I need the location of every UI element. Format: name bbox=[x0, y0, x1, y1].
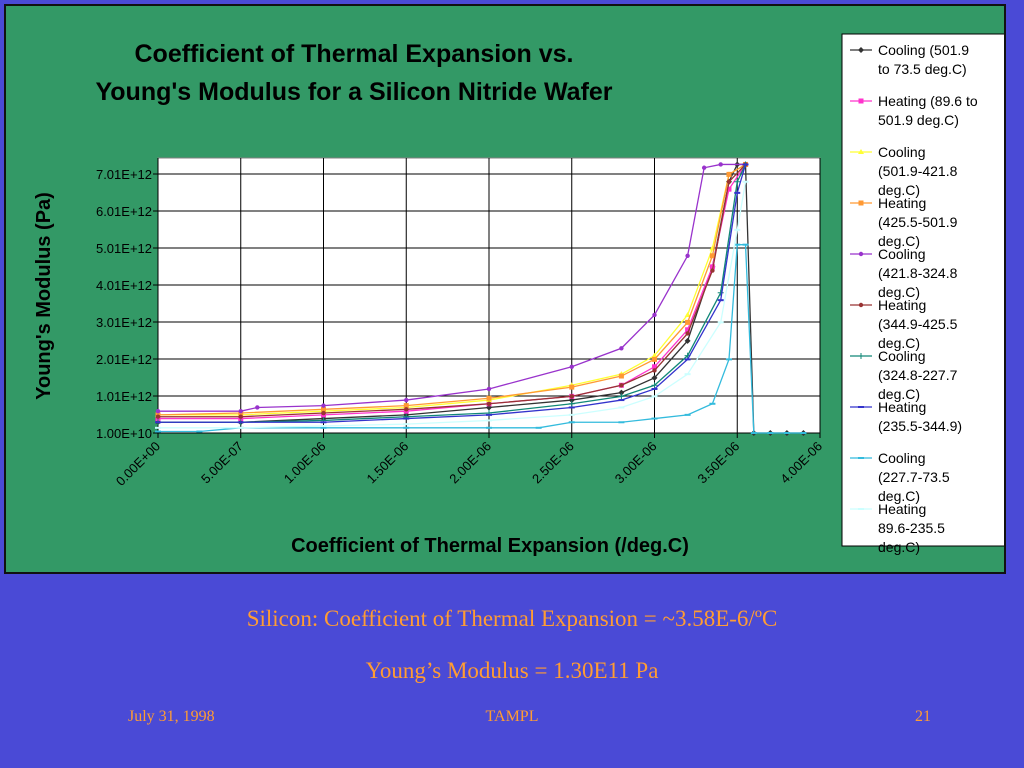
point-marker bbox=[652, 312, 657, 318]
point-marker bbox=[321, 410, 326, 416]
point-marker bbox=[858, 251, 864, 257]
point-marker bbox=[569, 364, 574, 369]
point-marker bbox=[726, 179, 732, 184]
youngs-modulus-statement: Young’s Modulus = 1.30E11 Pa bbox=[365, 658, 659, 683]
point-marker bbox=[726, 171, 732, 177]
legend-entry: Cooling (324.8-227.7 deg.C) bbox=[878, 348, 958, 402]
legend-entry: Heating (425.5-501.9 deg.C) bbox=[878, 195, 958, 249]
legend-box bbox=[841, 33, 1004, 547]
footer-page-number: 21 bbox=[915, 708, 931, 725]
x-tick-label: 1.00E-06 bbox=[281, 439, 329, 487]
point-marker bbox=[321, 403, 326, 408]
point-marker bbox=[858, 200, 864, 206]
point-marker bbox=[652, 364, 657, 370]
point-marker bbox=[486, 395, 492, 401]
legend-entry: Heating (344.9-425.5 deg.C) bbox=[878, 297, 958, 351]
point-marker bbox=[709, 253, 715, 259]
legend-entry: Heating 89.6-235.5 deg.C) bbox=[878, 501, 945, 555]
point-marker bbox=[155, 408, 161, 414]
x-axis-label: Coefficient of Thermal Expansion (/deg.C… bbox=[291, 535, 689, 557]
x-tick-label: 3.50E-06 bbox=[694, 439, 742, 487]
point-marker bbox=[238, 414, 243, 419]
legend-entry: Heating (235.5-344.9) bbox=[878, 399, 962, 434]
point-marker bbox=[858, 98, 864, 104]
legend-entry: Cooling (227.7-73.5 deg.C) bbox=[878, 450, 950, 504]
y-tick-label: 3.01E+12 bbox=[96, 315, 152, 330]
point-marker bbox=[709, 264, 715, 270]
chart-title-line: Young's Modulus for a Silicon Nitride Wa… bbox=[95, 78, 612, 106]
x-tick-label: 2.00E-06 bbox=[446, 439, 494, 487]
point-marker bbox=[858, 302, 864, 308]
point-marker bbox=[685, 319, 691, 325]
point-marker bbox=[684, 337, 691, 344]
point-marker bbox=[651, 374, 658, 381]
legend-entry: Heating (89.6 to 501.9 deg.C) bbox=[878, 93, 978, 128]
point-marker bbox=[404, 407, 409, 412]
point-marker bbox=[403, 403, 409, 409]
footer-center-label: TAMPL bbox=[485, 708, 539, 725]
point-marker bbox=[685, 331, 690, 336]
point-marker bbox=[255, 405, 260, 410]
point-marker bbox=[701, 165, 707, 170]
chart-svg: 1.00E+10 1.01E+12 2.01E+12 3.01E+12 4.01E+12… bbox=[33, 33, 1004, 557]
series-line-3 bbox=[158, 163, 746, 416]
point-marker bbox=[569, 394, 574, 399]
y-tick-label: 2.01E+12 bbox=[96, 352, 152, 367]
point-marker bbox=[718, 162, 723, 167]
point-marker bbox=[858, 47, 864, 53]
y-tick-label: 1.00E+10 bbox=[96, 426, 152, 441]
y-tick-label: 7.01E+12 bbox=[96, 167, 152, 182]
chart-frame: 1.00E+10 1.01E+12 2.01E+12 3.01E+12 4.01E+12… bbox=[4, 4, 1006, 574]
x-tick-label: 3.00E-06 bbox=[612, 439, 660, 487]
point-marker bbox=[685, 253, 690, 258]
point-marker bbox=[321, 406, 326, 412]
chart-title-line: Coefficient of Thermal Expansion vs. bbox=[135, 40, 574, 68]
legend-entry: Cooling (501.9 to 73.5 deg.C) bbox=[878, 42, 969, 77]
point-marker bbox=[726, 186, 732, 192]
point-marker bbox=[569, 384, 575, 390]
x-tick-label: 2.50E-06 bbox=[529, 439, 577, 487]
point-marker bbox=[155, 414, 161, 419]
y-tick-label: 4.01E+12 bbox=[96, 278, 152, 293]
point-marker bbox=[486, 401, 492, 406]
series-line-4 bbox=[157, 163, 746, 416]
point-marker bbox=[238, 408, 243, 414]
point-marker bbox=[858, 149, 864, 154]
y-tick-label: 1.01E+12 bbox=[96, 389, 152, 404]
series-line-8 bbox=[158, 164, 747, 423]
footer-date: July 31, 1998 bbox=[128, 708, 215, 725]
point-marker bbox=[710, 268, 715, 273]
y-tick-label: 6.01E+12 bbox=[96, 204, 152, 219]
point-marker bbox=[486, 386, 492, 392]
x-tick-label: 0.00E+00 bbox=[113, 439, 163, 489]
point-marker bbox=[652, 368, 657, 373]
point-marker bbox=[618, 373, 624, 379]
y-axis-label: Young's Modulus (Pa) bbox=[33, 192, 55, 400]
x-tick-label: 5.00E-07 bbox=[198, 439, 246, 487]
point-marker bbox=[685, 327, 691, 333]
series-line-6 bbox=[158, 164, 746, 418]
y-tick-label: 5.01E+12 bbox=[96, 241, 152, 256]
series-line-7 bbox=[158, 164, 747, 423]
legend-entry: Cooling (501.9-421.8 deg.C) bbox=[878, 144, 958, 198]
x-tick-label: 1.50E-06 bbox=[363, 439, 411, 487]
point-marker bbox=[684, 311, 691, 317]
point-marker bbox=[619, 346, 624, 351]
point-marker bbox=[618, 389, 625, 396]
series-line-10 bbox=[158, 181, 747, 429]
point-marker bbox=[404, 397, 409, 403]
point-marker bbox=[619, 383, 624, 388]
cte-statement: Silicon: Coefficient of Thermal Expansio… bbox=[246, 606, 778, 631]
x-tick-label: 4.00E-06 bbox=[777, 439, 825, 487]
point-marker bbox=[652, 356, 657, 362]
legend-entry: Cooling (421.8-324.8 deg.C) bbox=[878, 246, 958, 300]
point-marker bbox=[651, 352, 658, 358]
